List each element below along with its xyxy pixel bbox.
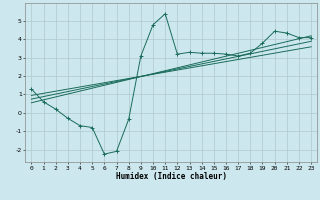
X-axis label: Humidex (Indice chaleur): Humidex (Indice chaleur)	[116, 172, 227, 181]
